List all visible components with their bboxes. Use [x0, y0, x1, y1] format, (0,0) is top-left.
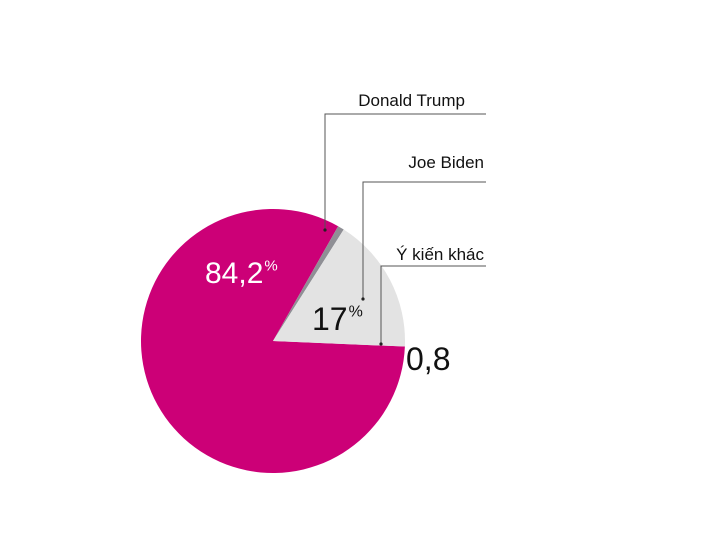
leader-line-1: [362, 181, 486, 299]
pie-slices: [140, 208, 405, 473]
leader-line-0: [324, 113, 486, 230]
value-label-2: 0,8: [406, 341, 450, 377]
legend-label-2: Ý kiến khác: [396, 245, 484, 264]
legend-leader-lines: [323, 113, 486, 346]
leader-dot-0: [323, 228, 327, 232]
pie-slice-1: [273, 229, 405, 347]
labels: Donald Trump Joe Biden Ý kiến khác 84,2% 17%…: [205, 91, 484, 377]
leader-dot-1: [361, 297, 365, 301]
leader-line-2: [380, 265, 486, 344]
pie-slice-2: [273, 226, 344, 341]
legend-label-1: Joe Biden: [408, 153, 484, 172]
value-label-0: 84,2%: [205, 257, 278, 290]
value-label-1: 17%: [312, 301, 363, 337]
pie-slice-0: [140, 208, 405, 473]
leader-dot-2: [379, 342, 383, 346]
legend-label-0: Donald Trump: [358, 91, 465, 110]
